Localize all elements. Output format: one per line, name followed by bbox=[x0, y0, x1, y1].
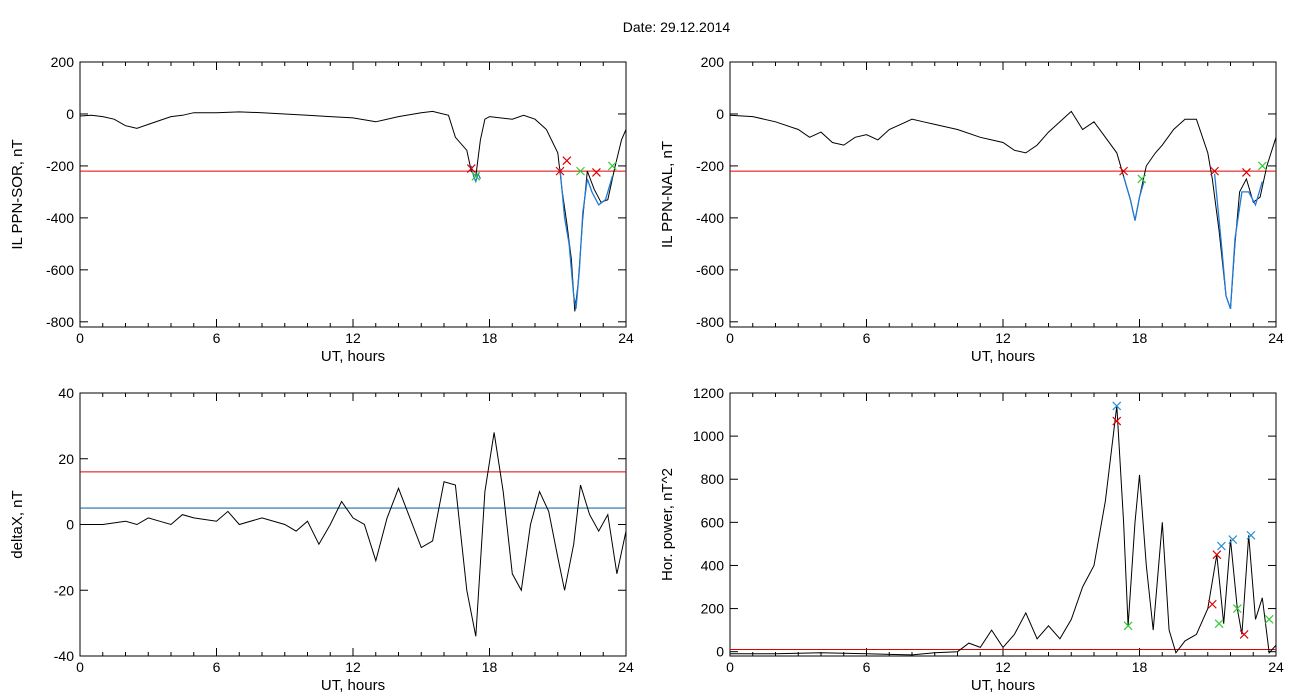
x-tick-label: 0 bbox=[726, 330, 734, 346]
marker-red bbox=[592, 167, 601, 177]
y-tick-label: -20 bbox=[54, 582, 74, 598]
panel-ppn-sor: 0 6 12 18 24 200 0 -200 -400 -600 -800 UT, hours IL … bbox=[9, 54, 634, 365]
x-tick-label: 24 bbox=[1268, 659, 1284, 675]
marker-green bbox=[1123, 621, 1133, 631]
series-line bbox=[730, 405, 1276, 656]
interval-line bbox=[1213, 173, 1263, 310]
y-tick-label: 1200 bbox=[693, 385, 724, 401]
y-tick-label: 0 bbox=[66, 106, 74, 122]
series-line bbox=[80, 432, 626, 637]
x-tick-label: 6 bbox=[213, 330, 221, 346]
x-tick-label: 24 bbox=[618, 330, 634, 346]
marker-red bbox=[1119, 166, 1128, 176]
marker-blue bbox=[1216, 541, 1226, 551]
marker-red bbox=[1207, 599, 1217, 609]
marker-red bbox=[562, 156, 572, 166]
panel-deltax: 0 6 12 18 24 40 20 0 -20 -40 UT, hours deltaX, nT bbox=[9, 385, 634, 694]
plot-frame bbox=[79, 392, 627, 657]
marker-green bbox=[471, 171, 481, 181]
x-tick-label: 18 bbox=[1132, 659, 1148, 675]
y-tick-label: -40 bbox=[54, 648, 74, 664]
y-tick-label: 20 bbox=[58, 451, 74, 467]
x-tick-label: 6 bbox=[863, 659, 871, 675]
x-tick-label: 12 bbox=[345, 330, 361, 346]
x-tick-label: 12 bbox=[995, 330, 1011, 346]
y-tick-label: -800 bbox=[46, 314, 74, 330]
x-tick-label: 0 bbox=[726, 659, 734, 675]
x-axis-label: UT, hours bbox=[971, 348, 1035, 365]
marker-blue bbox=[1228, 535, 1238, 545]
x-tick-label: 18 bbox=[482, 330, 498, 346]
plot-frame bbox=[729, 61, 1277, 328]
y-tick-label: -400 bbox=[696, 210, 724, 226]
y-axis-label: IL PPN-NAL, nT bbox=[659, 141, 676, 248]
marker-green bbox=[576, 166, 585, 176]
y-tick-label: 400 bbox=[701, 557, 725, 573]
marker-red bbox=[1242, 167, 1251, 177]
marker-red bbox=[1210, 166, 1219, 176]
y-tick-label: 0 bbox=[716, 106, 724, 122]
y-tick-label: 1000 bbox=[693, 428, 724, 444]
series-line bbox=[80, 110, 626, 312]
panel-hor-power: 0 6 12 18 24 1200 1000 800 600 400 200 0 UT, hours Ho… bbox=[659, 385, 1284, 694]
marker-blue bbox=[1246, 530, 1256, 540]
y-tick-label: 200 bbox=[701, 601, 725, 617]
page-title: Date: 29.12.2014 bbox=[622, 19, 731, 35]
marker-red bbox=[1212, 550, 1222, 560]
plot-frame bbox=[79, 61, 627, 328]
x-tick-label: 24 bbox=[1268, 330, 1284, 346]
panel-ppn-nal: 0 6 12 18 24 200 0 -200 -400 -600 -800 UT, hours IL … bbox=[659, 54, 1284, 365]
marker-red bbox=[555, 166, 565, 176]
interval-line bbox=[1122, 176, 1145, 221]
y-tick-label: -200 bbox=[46, 158, 74, 174]
marker-green bbox=[1264, 614, 1274, 624]
marker-green bbox=[1232, 604, 1242, 613]
marker-green bbox=[607, 161, 617, 171]
x-tick-label: 18 bbox=[482, 659, 498, 675]
marker-red bbox=[466, 164, 476, 173]
x-axis-label: UT, hours bbox=[971, 677, 1035, 694]
marker-green bbox=[1137, 174, 1147, 184]
x-tick-label: 24 bbox=[618, 659, 634, 675]
y-tick-label: 0 bbox=[716, 644, 724, 660]
interval-line bbox=[559, 168, 614, 309]
y-tick-label: -400 bbox=[46, 210, 74, 226]
x-axis-label: UT, hours bbox=[321, 677, 385, 694]
x-tick-label: 18 bbox=[1132, 330, 1148, 346]
marker-red bbox=[1112, 416, 1122, 426]
plot-frame bbox=[729, 392, 1277, 657]
y-tick-label: -200 bbox=[696, 158, 724, 174]
y-tick-label: 200 bbox=[51, 54, 75, 70]
y-tick-label: -800 bbox=[696, 314, 724, 330]
y-tick-label: -600 bbox=[696, 262, 724, 278]
x-tick-label: 0 bbox=[76, 659, 84, 675]
y-tick-label: 600 bbox=[701, 514, 725, 530]
x-tick-label: 6 bbox=[213, 659, 221, 675]
marker-green bbox=[1214, 619, 1224, 629]
y-axis-label: Hor. power, nT^2 bbox=[659, 468, 676, 581]
x-axis-label: UT, hours bbox=[321, 348, 385, 365]
y-axis-label: deltaX, nT bbox=[9, 490, 26, 558]
x-tick-label: 6 bbox=[863, 330, 871, 346]
marker-green bbox=[1257, 161, 1267, 171]
y-tick-label: 40 bbox=[58, 385, 74, 401]
marker-blue bbox=[1112, 401, 1122, 411]
x-tick-label: 12 bbox=[345, 659, 361, 675]
y-tick-label: -600 bbox=[46, 262, 74, 278]
y-tick-label: 200 bbox=[701, 54, 725, 70]
series-line bbox=[730, 110, 1276, 309]
y-tick-label: 800 bbox=[701, 471, 725, 487]
marker-red bbox=[1239, 630, 1249, 639]
x-tick-label: 0 bbox=[76, 330, 84, 346]
x-tick-label: 12 bbox=[995, 659, 1011, 675]
y-tick-label: 0 bbox=[66, 517, 74, 533]
y-axis-label: IL PPN-SOR, nT bbox=[9, 139, 26, 249]
